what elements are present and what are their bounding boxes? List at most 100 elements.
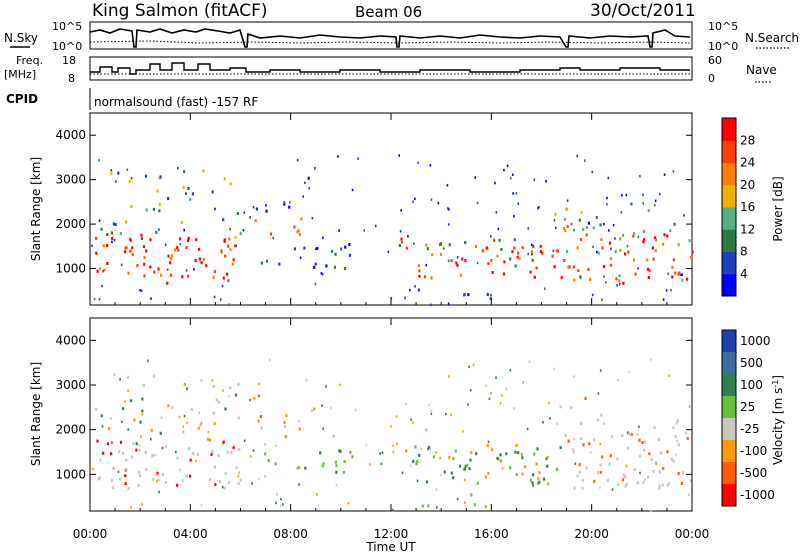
power-echo-cell (626, 245, 629, 248)
velocity-echo-cell (237, 382, 240, 386)
power-colorbar-segment (722, 184, 736, 208)
power-echo-cell (489, 297, 492, 301)
power-echo-cell (387, 250, 390, 253)
velocity-echo-cell (639, 471, 641, 475)
power-echo-cell (169, 273, 173, 277)
power-echo-cell (227, 279, 230, 283)
velocity-echo-layer (92, 358, 692, 512)
velocity-echo-cell (641, 441, 644, 444)
velocity-echo-cell (316, 493, 318, 496)
velocity-echo-cell (427, 403, 430, 407)
velocity-echo-cell (110, 452, 113, 456)
power-echo-cell (502, 272, 506, 276)
velocity-echo-cell (450, 471, 453, 475)
power-echo-cell (570, 222, 573, 226)
power-echo-cell (648, 269, 651, 273)
power-echo-cell (202, 258, 205, 261)
power-echo-cell (205, 264, 208, 268)
velocity-colorbar-tick: 25 (740, 400, 755, 414)
velocity-echo-cell (330, 406, 332, 410)
time-x-axis: 00:00 04:00 08:00 12:00 16:00 20:00 00:00 (73, 113, 709, 541)
power-y-axis: 1000 2000 3000 4000 (55, 128, 692, 276)
power-echo-cell (95, 236, 98, 240)
power-echo-cell (608, 229, 610, 232)
power-echo-cell (564, 218, 566, 221)
velocity-echo-cell (157, 478, 160, 482)
velocity-echo-cell (155, 480, 158, 483)
power-colorbar-segment (722, 162, 736, 186)
velocity-echo-cell (688, 405, 691, 408)
power-colorbar-tick: 16 (740, 200, 755, 214)
velocity-echo-cell (567, 439, 570, 443)
power-echo-cell (124, 246, 127, 250)
velocity-echo-cell (555, 467, 559, 471)
velocity-echo-cell (154, 453, 157, 457)
power-echo-cell (500, 248, 503, 251)
velocity-echo-cell (106, 442, 110, 446)
power-echo-cell (606, 203, 608, 206)
velocity-colorbar-label: Velocity [m s-1] (771, 375, 785, 465)
velocity-echo-cell (253, 396, 256, 400)
velocity-echo-cell (182, 425, 185, 428)
power-echo-cell (185, 192, 187, 195)
velocity-echo-cell (425, 428, 427, 431)
velocity-echo-cell (574, 462, 577, 465)
velocity-echo-cell (429, 449, 432, 452)
velocity-echo-cell (677, 471, 680, 475)
velocity-echo-cell (395, 415, 398, 418)
power-echo-cell (425, 263, 427, 267)
power-echo-cell (467, 293, 470, 297)
power-echo-cell (605, 281, 607, 284)
velocity-echo-cell (141, 409, 144, 413)
power-echo-cell (228, 237, 231, 241)
power-echo-cell (129, 238, 132, 242)
power-echo-cell (102, 244, 105, 248)
power-echo-cell (194, 259, 197, 262)
power-echo-cell (198, 257, 202, 261)
velocity-y-tick-label: 2000 (55, 423, 86, 437)
power-echo-cell (513, 215, 515, 218)
power-echo-cell (106, 244, 109, 248)
velocity-echo-cell (258, 382, 260, 386)
power-y-tick-label: 1000 (55, 262, 86, 276)
velocity-echo-cell (207, 431, 210, 434)
power-echo-cell (683, 214, 685, 217)
power-echo-cell (130, 177, 133, 180)
power-echo-cell (180, 221, 183, 224)
velocity-echo-cell (335, 464, 338, 468)
velocity-echo-cell (521, 456, 524, 460)
velocity-echo-cell (175, 450, 177, 454)
velocity-echo-cell (199, 423, 202, 427)
velocity-echo-cell (161, 446, 164, 450)
power-echo-cell (456, 263, 459, 267)
power-echo-cell (211, 190, 214, 194)
power-echo-cell (418, 274, 421, 278)
power-echo-cell (582, 228, 585, 232)
velocity-echo-cell (219, 480, 222, 484)
velocity-echo-cell (633, 468, 636, 472)
velocity-echo-cell (430, 409, 432, 412)
power-echo-cell (234, 235, 237, 239)
power-echo-cell (662, 242, 665, 246)
power-echo-cell (652, 257, 655, 261)
power-echo-cell (518, 256, 521, 260)
freq-panel: Freq. [MHz] 18 8 60 0 Nave (4, 54, 777, 85)
velocity-echo-cell (95, 407, 98, 411)
power-echo-cell (195, 238, 198, 242)
power-echo-cell (191, 192, 194, 196)
power-echo-cell (101, 284, 103, 288)
power-echo-cell (226, 272, 229, 276)
velocity-echo-cell (133, 418, 136, 422)
power-echo-cell (497, 227, 500, 231)
power-echo-cell (691, 250, 694, 254)
velocity-echo-cell (578, 470, 582, 474)
power-echo-cell (464, 259, 467, 263)
velocity-colorbar-tick: -25 (740, 422, 760, 436)
power-echo-cell (143, 274, 146, 278)
power-echo-cell (314, 167, 316, 170)
power-echo-cell (476, 201, 479, 205)
power-panel: 1000 2000 3000 4000 Slant Range [km] (29, 112, 694, 307)
velocity-echo-cell (599, 442, 601, 446)
power-echo-cell (126, 168, 129, 171)
velocity-echo-cell (588, 442, 591, 446)
